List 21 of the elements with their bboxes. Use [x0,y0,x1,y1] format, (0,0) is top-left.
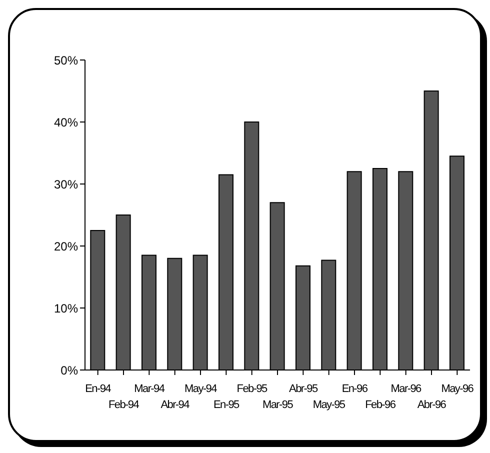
x-tick-label: Abr-95 [289,383,318,395]
x-tick-label: Abr-96 [417,399,446,411]
y-tick-label: 50% [54,53,78,68]
x-tick-label: May-94 [184,383,218,395]
x-tick-label: Mar-95 [262,399,294,411]
x-tick-label: May-95 [312,399,346,411]
x-tick-label: En-96 [342,383,368,395]
x-tick-label: En-95 [213,399,240,411]
x-tick-label: Abr-94 [160,399,190,411]
y-tick-label: 10% [54,301,78,316]
y-tick-label: 30% [54,177,78,192]
x-tick-label: Feb-96 [365,399,396,411]
x-tick-label: May-96 [441,383,474,395]
x-tick-label: Feb-94 [108,399,140,411]
x-tick-label: Mar-94 [134,383,165,395]
y-tick-label: 20% [54,239,78,254]
x-tick-label: Mar-96 [390,383,422,395]
x-tick-label: Feb-95 [236,383,268,395]
x-tick-label: En-94 [85,383,112,395]
y-tick-label: 0% [60,363,78,378]
y-tick-label: 40% [54,115,78,130]
